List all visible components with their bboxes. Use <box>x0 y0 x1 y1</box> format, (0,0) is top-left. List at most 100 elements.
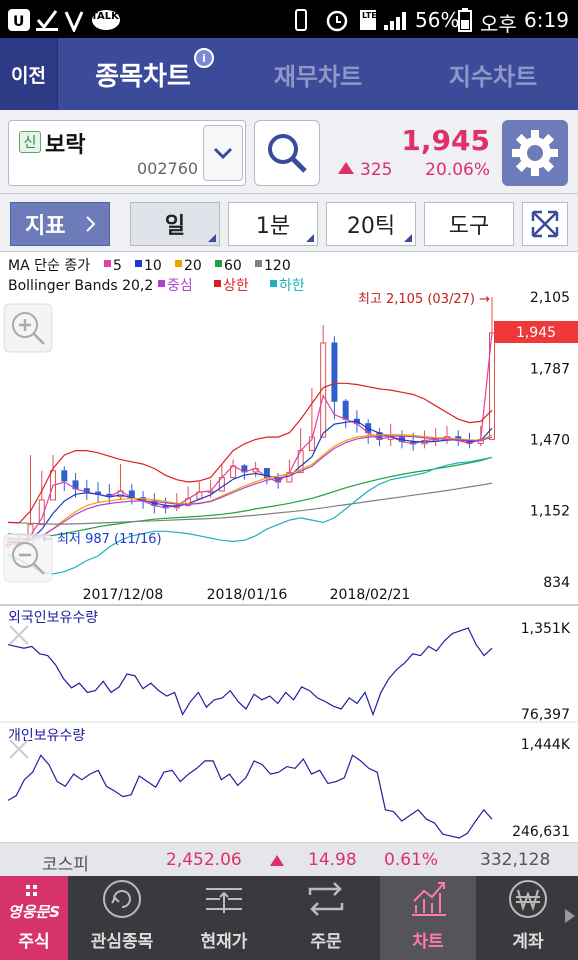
period-tick-button[interactable]: 20틱 <box>326 202 416 246</box>
series-line-하한 <box>7 456 493 575</box>
bb-legend-item: 하한 <box>279 278 305 294</box>
nav-stock[interactable]: 영웅문S 주식 <box>0 876 68 960</box>
top-tab-bar: 이전 종목차트 i 재무차트 지수차트 <box>0 38 578 110</box>
ma-legend-item: 60 <box>224 258 242 274</box>
y-tick-label: 2,105 <box>530 290 570 306</box>
back-button[interactable]: 이전 <box>0 38 58 110</box>
nav-stock-label: 주식 <box>18 932 50 952</box>
battery-percent: 56% <box>415 8 460 32</box>
notification-icons: U <box>8 9 120 32</box>
indicator-label: 지표 <box>25 214 66 239</box>
series-line-중심 <box>7 435 493 540</box>
tab-stock-chart-label: 종목차트 <box>95 61 191 92</box>
minute-label: 1분 <box>255 214 291 239</box>
series-line-상한 <box>7 382 493 524</box>
close-panel-button[interactable] <box>9 625 29 645</box>
nav-order-label: 주문 <box>310 932 342 952</box>
zoom-in-icon <box>12 312 45 345</box>
expand-icon <box>531 210 559 238</box>
expand-button[interactable] <box>522 202 568 246</box>
search-button[interactable] <box>254 120 320 186</box>
bottom-navigation: 영웅문S 주식 관심종목 현재가 주문 차트 계좌 <box>0 876 578 960</box>
ma-legend-item: 5 <box>113 258 122 274</box>
individual-holdings-min: 246,631 <box>512 824 570 840</box>
close-panel-button[interactable] <box>9 739 29 759</box>
nav-watchlist[interactable]: 관심종목 <box>74 876 170 960</box>
low-annotation: ← 최저 987 (11/16) <box>42 532 162 547</box>
drawing-tools-button[interactable]: 도구 <box>424 202 514 246</box>
corner-indicator <box>404 234 412 242</box>
current-price: 1,945 <box>401 124 490 157</box>
foreign-holdings-min: 76,397 <box>521 707 570 723</box>
x-tick-label: 2017/12/08 <box>83 587 164 603</box>
stock-info-row: 신 보락 002760 1,945 325 20.06% <box>0 110 578 194</box>
clock: 6:19 <box>524 8 569 32</box>
nav-chart[interactable]: 차트 <box>380 876 476 960</box>
nav-chart-label: 차트 <box>412 932 444 952</box>
period-minute-button[interactable]: 1분 <box>228 202 318 246</box>
svg-text:U: U <box>13 14 24 30</box>
current-price-marker <box>494 321 578 343</box>
tab-financial-chart[interactable]: 재무차트 <box>273 62 363 91</box>
swap-arrows-icon <box>308 882 344 916</box>
price-y-axis: 2,105 1,787 1,470 1,152 834 <box>530 290 570 591</box>
candle-body <box>331 342 338 402</box>
bb-legend-label: Bollinger Bands 20,2 <box>8 278 153 294</box>
series-line-60 <box>7 456 493 537</box>
brand-name: 영웅문S <box>7 903 61 921</box>
period-day-button[interactable]: 일 <box>130 202 220 246</box>
indicator-button[interactable]: 지표 <box>10 202 110 246</box>
tools-label: 도구 <box>448 214 490 239</box>
bb-legend-swatch <box>214 280 221 287</box>
nav-order[interactable]: 주문 <box>278 876 374 960</box>
won-icon <box>509 880 547 918</box>
tab-stock-chart[interactable]: 종목차트 i <box>58 38 228 110</box>
nav-current-price[interactable]: 현재가 <box>176 876 272 960</box>
price-x-axis: 2017/12/08 2018/01/16 2018/02/21 <box>83 587 411 603</box>
index-value: 2,452.06 <box>166 850 242 870</box>
x-tick-label: 2018/01/16 <box>207 587 288 603</box>
up-arrow-icon <box>338 162 354 174</box>
individual-holdings-title: 개인보유수량 <box>8 728 85 744</box>
y-tick-label: 1,470 <box>530 432 570 448</box>
close-icon <box>9 739 29 759</box>
current-price-marker-label: 1,945 <box>516 325 556 341</box>
nav-current-price-label: 현재가 <box>200 932 248 952</box>
individual-holdings-max: 1,444K <box>521 737 571 753</box>
system-icons <box>295 9 406 32</box>
day-label: 일 <box>164 214 186 239</box>
individual-holdings-chart <box>7 754 493 839</box>
ma-legend-swatch <box>215 260 222 267</box>
search-icon <box>268 134 307 173</box>
scroll-right-icon[interactable] <box>564 908 576 924</box>
ma-legend-swatch <box>255 260 262 267</box>
holdings-line <box>7 627 493 717</box>
tick-label: 20틱 <box>346 214 396 239</box>
bb-legend-swatch <box>158 280 165 287</box>
info-badge-icon: i <box>194 48 214 68</box>
price-list-icon <box>206 888 242 913</box>
bb-legend-swatch <box>270 280 277 287</box>
stock-selector[interactable]: 신 보락 002760 <box>8 120 246 186</box>
index-status-bar[interactable]: 코스피 2,452.06 14.98 0.61% 332,128 <box>0 842 578 876</box>
settings-button[interactable] <box>502 120 568 186</box>
corner-indicator <box>208 234 216 242</box>
zoom-in-button[interactable] <box>3 303 53 353</box>
zoom-out-button[interactable] <box>3 533 53 583</box>
ma-legend-label: MA 단순 종가 <box>8 258 90 274</box>
series-line-20 <box>7 434 493 543</box>
zoom-out-icon <box>12 542 45 575</box>
chart-area[interactable]: MA 단순 종가 5 10 20 60 120 Bollinger Bands 20,2… <box>0 252 578 842</box>
tab-index-chart[interactable]: 지수차트 <box>448 62 538 91</box>
bb-legend-item: 중심 <box>167 278 193 294</box>
y-tick-label: 1,152 <box>530 504 570 520</box>
series-line-10 <box>7 420 493 544</box>
up-arrow-icon <box>270 855 284 866</box>
nav-account[interactable]: 계좌 <box>480 876 576 960</box>
candle-body <box>61 470 68 482</box>
stock-dropdown-button[interactable] <box>203 125 243 181</box>
status-bar: U TALK LTE 56% 오후 6:19 <box>0 0 578 38</box>
lte-label: LTE <box>362 11 377 20</box>
ma-legend-swatch <box>175 260 182 267</box>
chart-legend: MA 단순 종가 5 10 20 60 120 Bollinger Bands 20,2… <box>8 258 305 294</box>
